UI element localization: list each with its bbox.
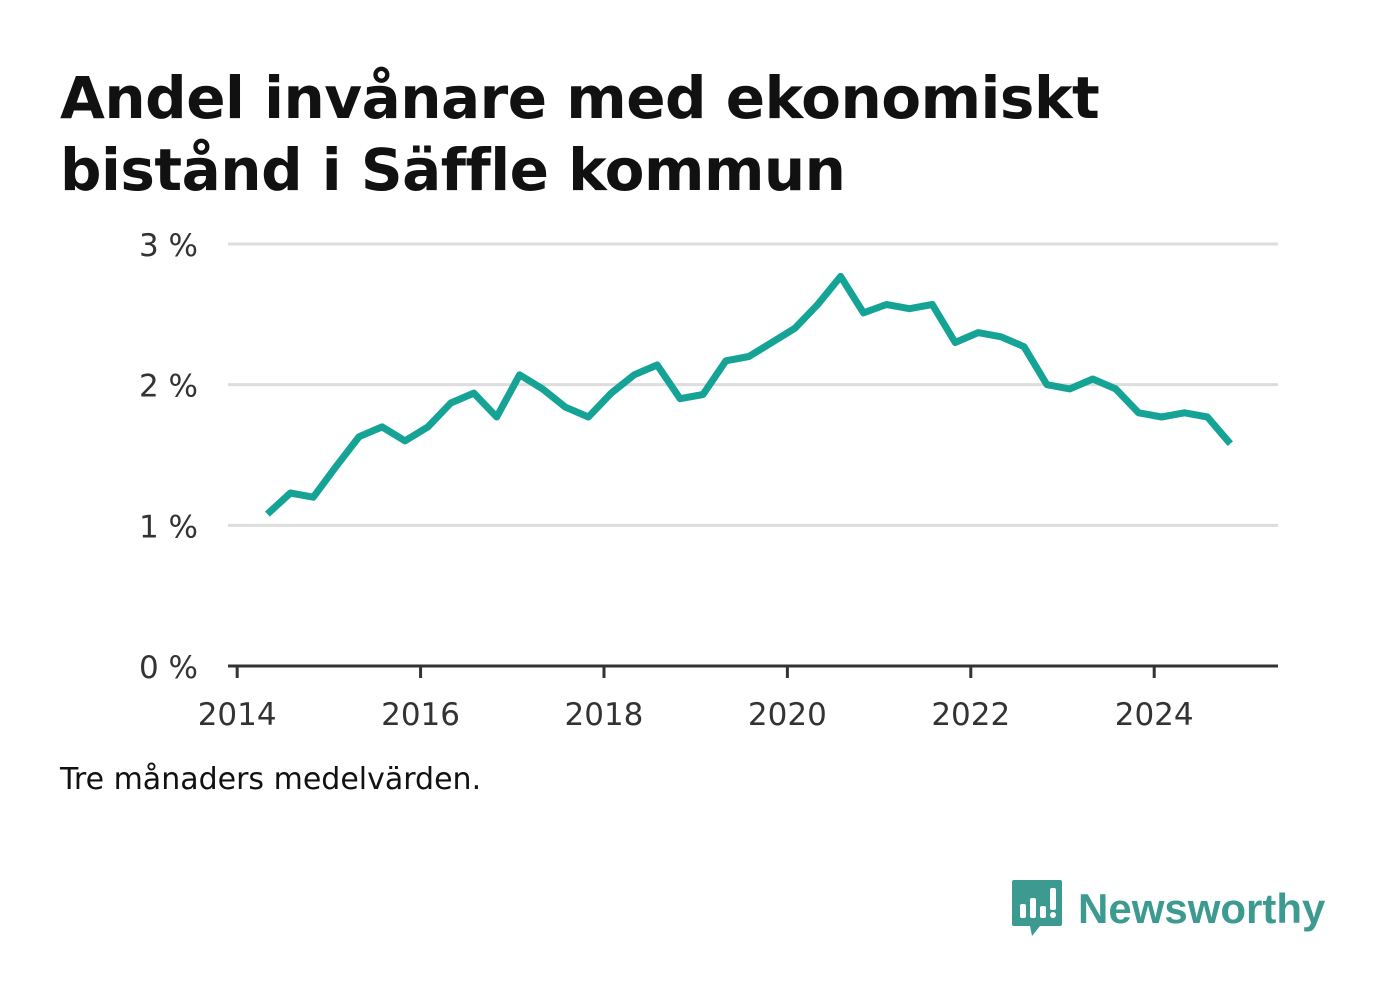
chart-title: Andel invånare med ekonomiskt bistånd i … bbox=[60, 64, 1100, 204]
y-tick-label: 2 % bbox=[139, 369, 198, 405]
newsworthy-brand[interactable]: Newsworthy bbox=[1010, 878, 1325, 940]
y-tick-label: 0 % bbox=[139, 650, 198, 686]
x-tick-label: 2014 bbox=[198, 697, 277, 733]
series-lines bbox=[265, 272, 1233, 517]
x-tick-label: 2022 bbox=[931, 697, 1010, 733]
x-tick-label: 2018 bbox=[565, 697, 644, 733]
y-tick-label: 3 % bbox=[139, 228, 198, 264]
gridlines bbox=[228, 242, 1278, 527]
x-tick-label: 2024 bbox=[1115, 697, 1194, 733]
brand-name: Newsworthy bbox=[1078, 885, 1326, 932]
newsworthy-logo-icon bbox=[1012, 880, 1062, 936]
y-axis-tick-labels: 0 % 1 % 2 % 3 % bbox=[139, 228, 198, 686]
y-tick-label: 1 % bbox=[139, 509, 198, 545]
x-axis: 2014 2016 2018 2020 2022 2024 bbox=[198, 664, 1278, 733]
chart-note: Tre månaders medelvärden. bbox=[60, 762, 482, 797]
x-tick-label: 2020 bbox=[748, 697, 827, 733]
x-tick-label: 2016 bbox=[381, 697, 460, 733]
series-line-0 bbox=[265, 272, 1233, 517]
